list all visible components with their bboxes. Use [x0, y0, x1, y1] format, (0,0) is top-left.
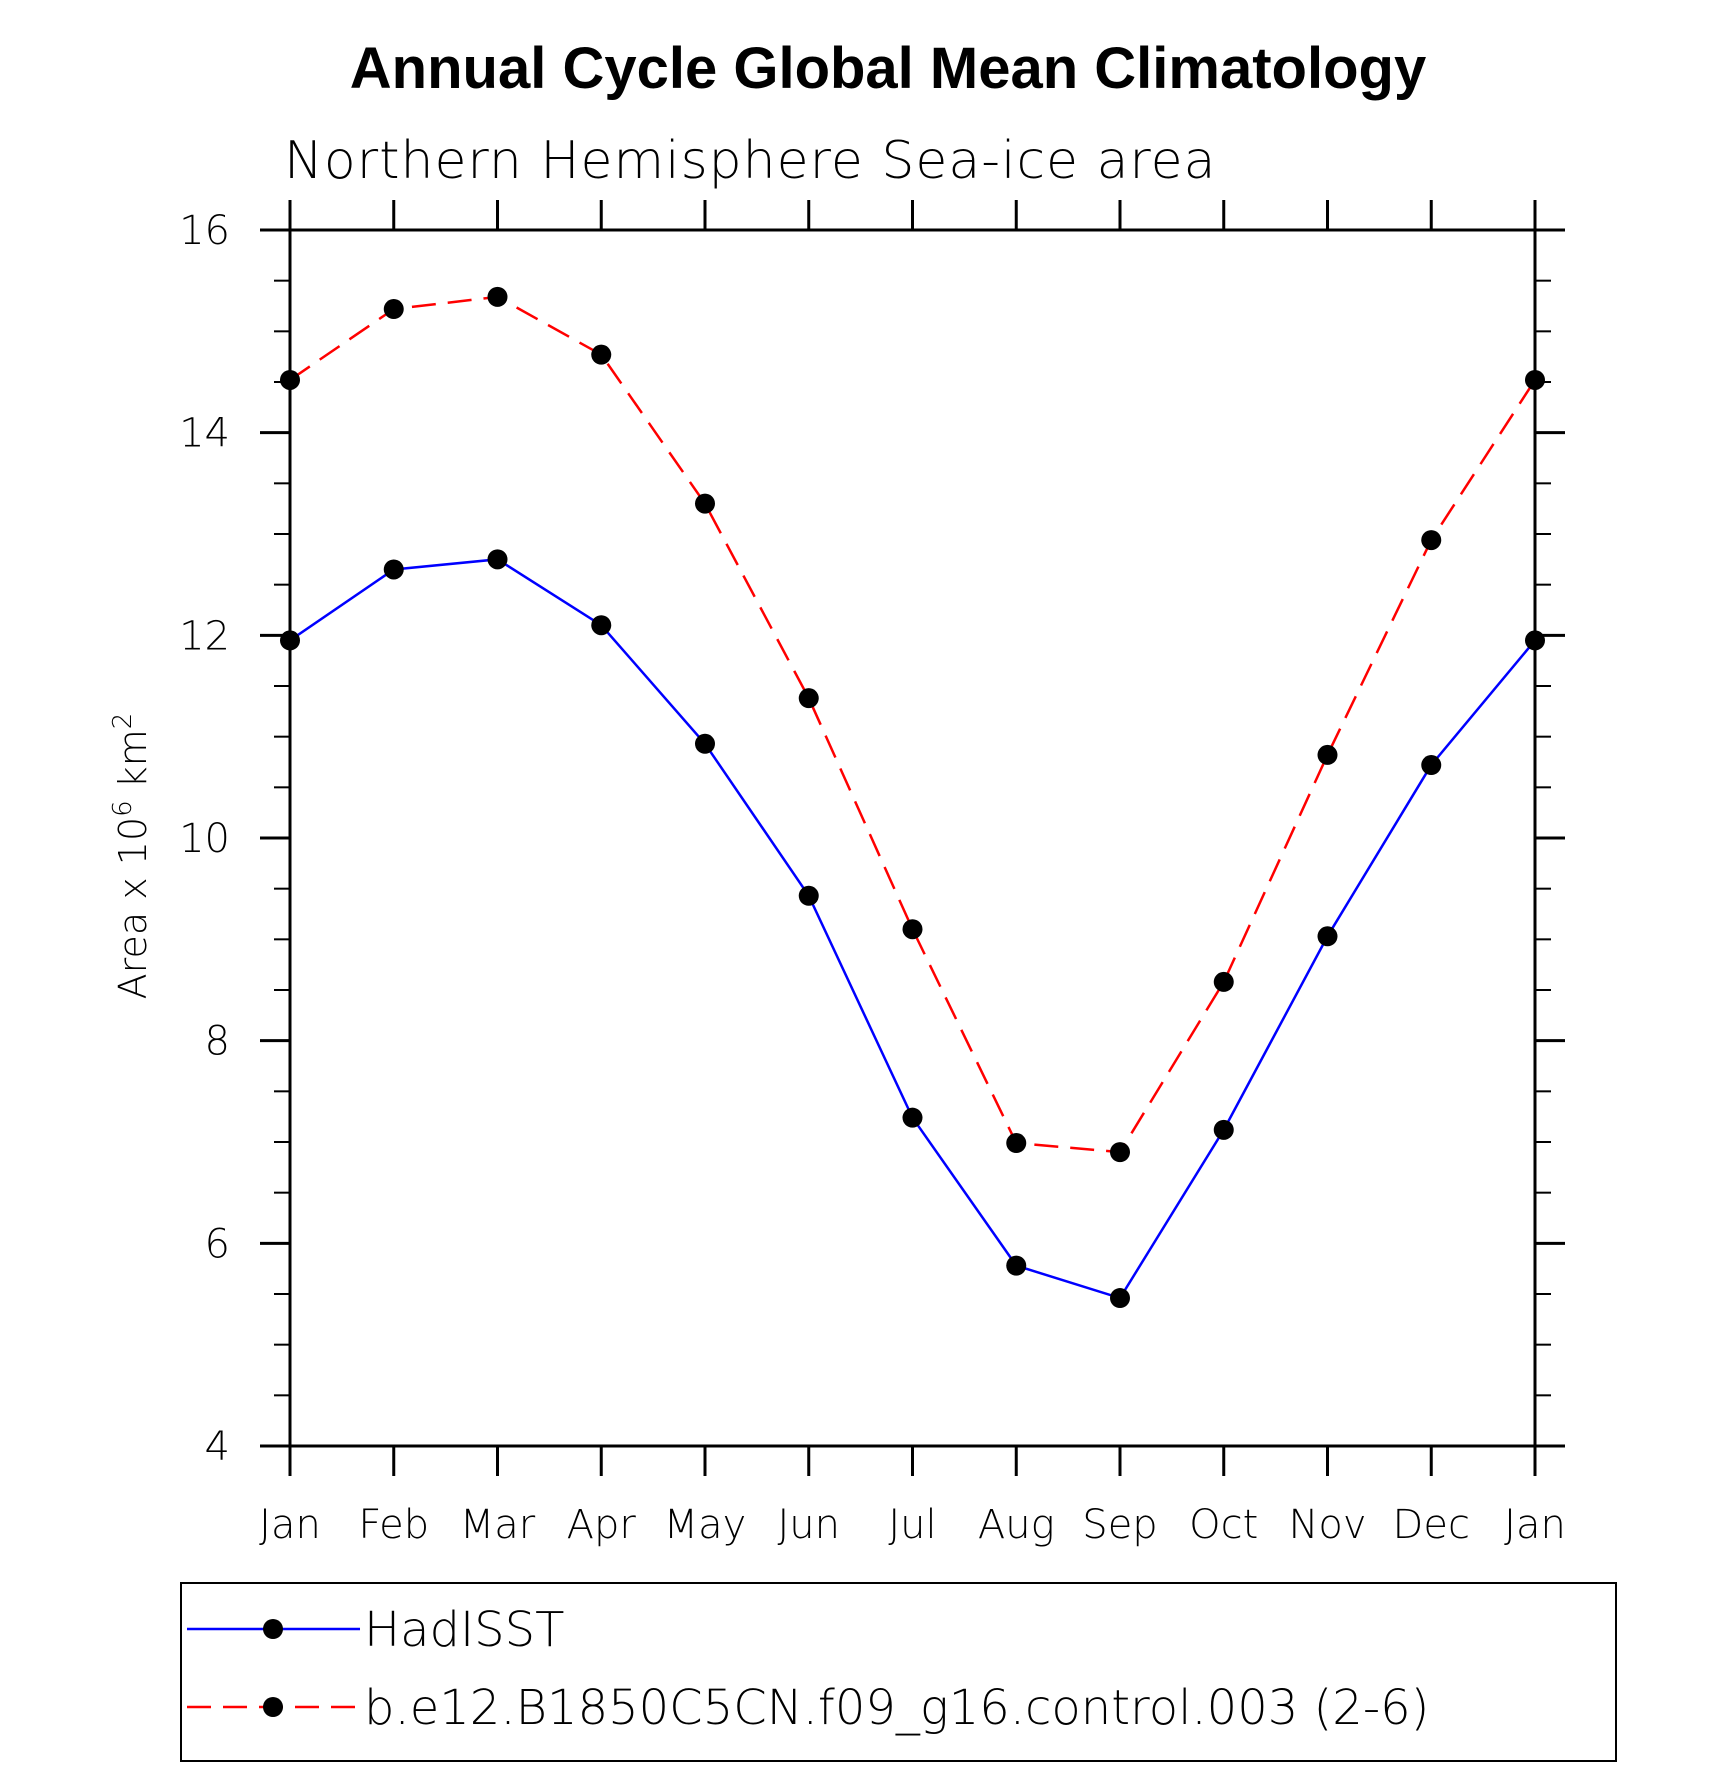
- data-point: [487, 286, 508, 307]
- data-point: [383, 559, 404, 580]
- x-tick-label: Sep: [1082, 1502, 1157, 1548]
- x-tick-label: Nov: [1288, 1502, 1366, 1548]
- y-axis-label-exp1: 6: [108, 800, 138, 817]
- y-axis-label: Area x 106 km2: [108, 713, 155, 1000]
- data-point: [1317, 744, 1338, 765]
- series-1: [280, 549, 1545, 1309]
- series-line: [289, 295, 1537, 1154]
- data-point: [1110, 1288, 1130, 1309]
- legend-item-1: HadISST: [187, 1602, 564, 1658]
- x-tick-label: Mar: [460, 1502, 536, 1548]
- data-point: [902, 1107, 923, 1128]
- y-tick-label: 6: [205, 1221, 230, 1267]
- x-tick-label: Oct: [1189, 1502, 1258, 1548]
- chart-subtitle: Northern Hemisphere Sea-ice area: [284, 131, 1217, 191]
- y-tick-label: 16: [179, 208, 230, 254]
- x-tick-label: Jul: [888, 1502, 936, 1548]
- legend-item-2: b.e12.B1850C5CN.f09_g16.control.003 (2-6…: [187, 1680, 1429, 1736]
- y-axis-label-base: Area x 10: [111, 817, 155, 999]
- legend: HadISST b.e12.B1850C5CN.f09_g16.control.0…: [180, 1582, 1617, 1762]
- y-axis-label-exp2: 2: [108, 713, 138, 730]
- data-point: [280, 630, 300, 651]
- data-point: [1213, 1119, 1234, 1140]
- x-tick-label: Jan: [259, 1502, 321, 1548]
- y-axis-label-unit: km: [111, 729, 155, 800]
- legend-label: b.e12.B1850C5CN.f09_g16.control.003 (2-6…: [364, 1680, 1429, 1736]
- legend-label: HadISST: [364, 1602, 564, 1658]
- data-point: [1525, 630, 1545, 651]
- x-tick-label: Jan: [1504, 1502, 1566, 1548]
- data-point: [1525, 369, 1545, 390]
- data-point: [280, 369, 300, 390]
- data-point: [798, 688, 819, 709]
- data-point: [798, 885, 819, 906]
- data-point: [695, 493, 715, 514]
- axes: Jan Feb Mar Apr May Jun Jul Aug Sep Oct Nov Dec Jan 4…: [179, 200, 1566, 1548]
- data-point: [1317, 926, 1338, 947]
- series-layer: [280, 286, 1545, 1309]
- chart-title: Annual Cycle Global Mean Climatology: [350, 36, 1426, 101]
- data-point: [1213, 971, 1234, 992]
- y-tick-label: 4: [205, 1424, 230, 1470]
- data-point: [695, 733, 715, 754]
- data-point: [1421, 755, 1442, 776]
- data-point: [591, 344, 612, 365]
- x-tick-label: Jun: [778, 1502, 841, 1548]
- data-point: [1110, 1142, 1130, 1163]
- legend-items: HadISST b.e12.B1850C5CN.f09_g16.control.0…: [187, 1602, 1429, 1736]
- legend-marker: [263, 1619, 283, 1639]
- y-tick-label: 8: [205, 1019, 230, 1065]
- data-point: [591, 615, 612, 636]
- x-tick-label: Dec: [1393, 1502, 1470, 1548]
- data-point: [383, 299, 404, 320]
- data-point: [1006, 1255, 1027, 1276]
- y-tick-label: 14: [179, 411, 230, 457]
- data-point: [1006, 1133, 1027, 1154]
- data-point: [487, 549, 508, 570]
- y-tick-label: 12: [179, 613, 230, 659]
- x-tick-label: Apr: [567, 1502, 637, 1548]
- x-tick-label: Feb: [358, 1502, 429, 1548]
- data-point: [1421, 530, 1442, 551]
- data-point: [902, 919, 923, 940]
- x-tick-label: Aug: [978, 1502, 1055, 1548]
- y-tick-label: 10: [179, 816, 230, 862]
- plot-frame: [288, 228, 1537, 1448]
- series-2: [280, 286, 1545, 1163]
- legend-box: [180, 1582, 1617, 1762]
- x-tick-label: May: [664, 1502, 747, 1548]
- legend-marker: [263, 1697, 283, 1717]
